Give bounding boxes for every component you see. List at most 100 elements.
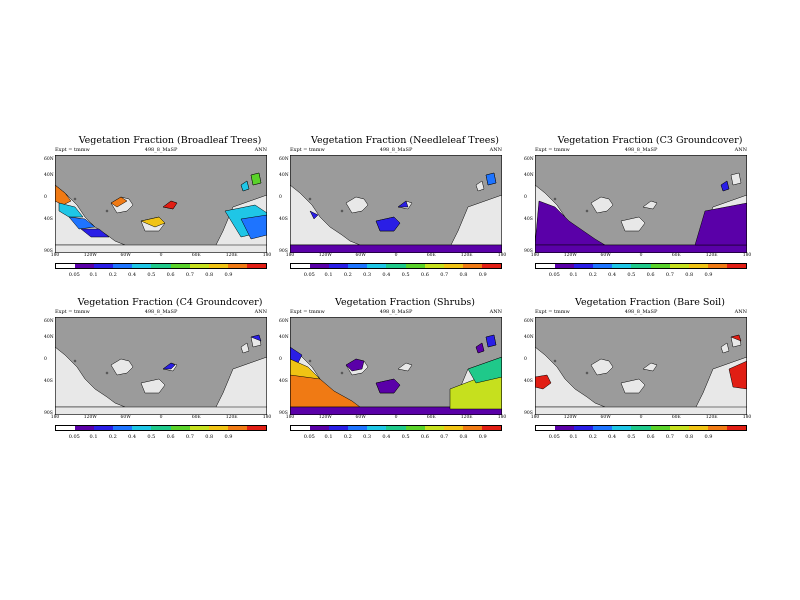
veg-field xyxy=(58,202,84,218)
experiment-label: Expt = tmmw xyxy=(290,309,325,315)
lon-tick-label: 120E xyxy=(460,253,473,258)
colorbar-segment xyxy=(329,264,349,268)
grid-marker xyxy=(585,371,589,375)
lat-tick-label: 60N xyxy=(524,319,534,324)
veg-field xyxy=(720,180,730,192)
map-area xyxy=(290,155,502,253)
colorbar-tick-label: 0.9 xyxy=(478,272,487,278)
lon-tick-label: 120W xyxy=(563,415,577,420)
colorbar-segment xyxy=(170,264,190,268)
colorbar-tick-label: 0.05 xyxy=(303,272,315,278)
lon-tick-label: 60E xyxy=(191,415,201,420)
lon-tick-label: 60E xyxy=(426,253,436,258)
lat-tick-label: 40N xyxy=(44,335,54,340)
colorbar-segment xyxy=(631,264,651,268)
veg-field xyxy=(309,210,319,220)
grid-marker xyxy=(553,359,557,363)
colorbar-tick-label: 0.8 xyxy=(459,434,468,440)
land-south-central xyxy=(620,378,646,394)
colorbar-segment xyxy=(405,264,425,268)
lat-tick-label: 90S xyxy=(279,411,288,416)
map-panel-needleleaf: Vegetation Fraction (Needleleaf Trees) 49… xyxy=(279,135,525,297)
colorbar-tick-label: 0.7 xyxy=(440,434,449,440)
colorbar-tick-label: 0.8 xyxy=(205,272,214,278)
land-mid-island xyxy=(642,200,658,210)
map-svg xyxy=(535,317,747,415)
lon-tick-label: 60E xyxy=(671,253,681,258)
veg-field xyxy=(535,244,747,253)
grid-marker xyxy=(308,197,312,201)
land-south-strip xyxy=(55,406,267,415)
colorbar-segment xyxy=(246,426,267,430)
veg-field xyxy=(140,216,166,228)
colorbar-tick-label: 0.8 xyxy=(205,434,214,440)
colorbar-segment xyxy=(536,264,556,268)
lat-tick-label: 90S xyxy=(524,411,533,416)
colorbar-segment xyxy=(688,426,708,430)
lon-tick-label: 60W xyxy=(600,415,611,420)
colorbar-segment xyxy=(94,264,114,268)
lat-tick-label: 0 xyxy=(279,195,282,200)
experiment-label: Expt = tmmw xyxy=(290,147,325,153)
lon-tick-label: 0 xyxy=(394,253,398,258)
veg-field xyxy=(449,370,502,410)
colorbar-segment xyxy=(555,426,575,430)
colorbar-tick-label: 0.7 xyxy=(440,272,449,278)
colorbar-tick-label: 0.5 xyxy=(147,434,156,440)
colorbar-segment xyxy=(612,426,632,430)
lat-tick-label: 40N xyxy=(524,173,534,178)
panel-title: Vegetation Fraction (C3 Groundcover) xyxy=(557,135,743,146)
map-panel-broadleaf: Vegetation Fraction (Broadleaf Trees) 498… xyxy=(44,135,290,297)
colorbar-segment xyxy=(291,264,311,268)
colorbar-segment xyxy=(386,264,406,268)
panel-title: Vegetation Fraction (Needleleaf Trees) xyxy=(311,135,499,146)
colorbar-tick-label: 0.6 xyxy=(420,434,429,440)
colorbar-segment xyxy=(75,264,95,268)
veg-field xyxy=(162,200,178,210)
colorbar-segment xyxy=(94,426,114,430)
land-east-isle xyxy=(720,342,730,354)
colorbar-segment xyxy=(443,426,463,430)
panel-title: Vegetation Fraction (Bare Soil) xyxy=(575,297,725,308)
experiment-label: Expt = tmmw xyxy=(55,309,90,315)
colorbar-tick-label: 0.4 xyxy=(382,272,391,278)
colorbar xyxy=(55,263,267,269)
lat-tick-label: 90S xyxy=(44,249,53,254)
grid-marker xyxy=(585,209,589,213)
colorbar-segment xyxy=(151,426,171,430)
colorbar-tick-label: 0.1 xyxy=(569,434,578,440)
colorbar-segment xyxy=(329,426,349,430)
colorbar-tick-label: 0.1 xyxy=(89,272,98,278)
lon-tick-label: 180 xyxy=(50,415,60,420)
land-mid-island xyxy=(642,362,658,372)
veg-field xyxy=(535,374,552,390)
colorbar-segment xyxy=(555,264,575,268)
veg-field xyxy=(728,360,747,390)
veg-field xyxy=(467,356,502,384)
colorbar-tick-label: 0.7 xyxy=(665,272,674,278)
colorbar-tick-label: 0.2 xyxy=(588,272,597,278)
lat-tick-label: 0 xyxy=(44,357,47,362)
lat-tick-label: 0 xyxy=(524,195,527,200)
colorbar xyxy=(55,425,267,431)
colorbar-tick-label: 0.9 xyxy=(224,434,233,440)
colorbar-segment xyxy=(574,264,594,268)
colorbar-tick-label: 0.5 xyxy=(147,272,156,278)
lat-tick-label: 40S xyxy=(44,379,53,384)
colorbar-tick-label: 0.3 xyxy=(363,434,372,440)
lon-tick-label: 120W xyxy=(563,253,577,258)
colorbar-segment xyxy=(405,426,425,430)
colorbar-tick-label: 0.4 xyxy=(128,272,137,278)
veg-field xyxy=(694,202,747,246)
colorbar-tick-label: 0.6 xyxy=(420,272,429,278)
colorbar-segment xyxy=(246,264,267,268)
veg-field xyxy=(345,358,365,372)
veg-field xyxy=(110,196,128,208)
grid-marker xyxy=(105,371,109,375)
experiment-label: Expt = tmmw xyxy=(55,147,90,153)
lat-tick-label: 90S xyxy=(524,249,533,254)
colorbar-tick-label: 0.2 xyxy=(108,434,117,440)
lon-tick-label: 60E xyxy=(426,415,436,420)
colorbar-tick-label: 0.9 xyxy=(478,434,487,440)
colorbar-segment xyxy=(208,426,228,430)
